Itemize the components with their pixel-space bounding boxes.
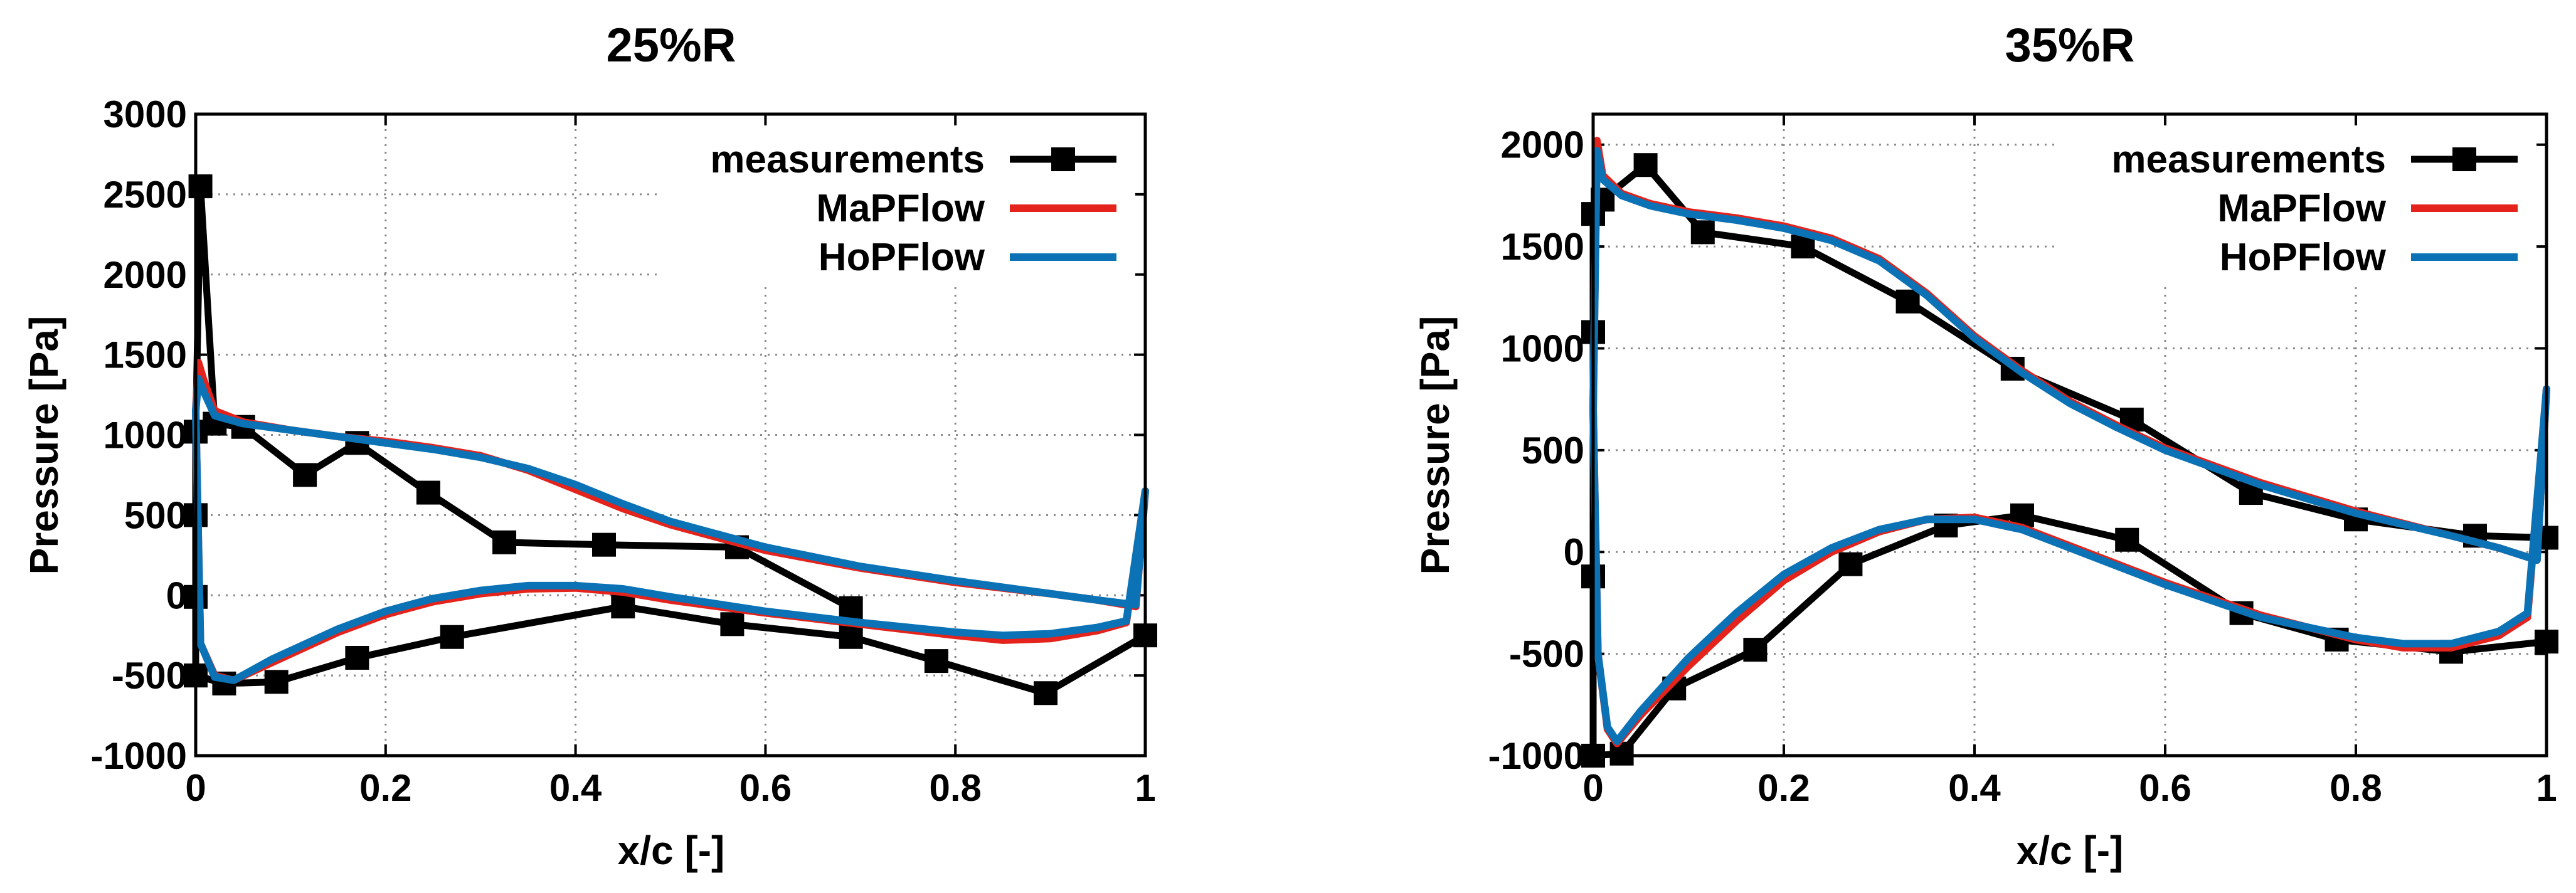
y-tick-label: 500 [124, 494, 187, 536]
y-tick-label: 2000 [1501, 124, 1584, 166]
y-tick-label: 1000 [103, 415, 187, 457]
series-layer [184, 174, 1157, 705]
legend: measurements MaPFlow HoPFlow [2060, 127, 2536, 283]
chart-title: 25%R [607, 19, 736, 72]
x-tick-label: 0.2 [359, 767, 411, 809]
chart-title: 35%R [2005, 19, 2135, 72]
legend-label-hopflow: HoPFlow [2220, 236, 2387, 279]
y-tick-label: 0 [166, 574, 187, 616]
plot-frame [194, 112, 1147, 758]
measurement-point [1895, 289, 1920, 314]
x-axis-label: x/c [-] [618, 828, 725, 873]
measurement-point [1609, 741, 1634, 766]
legend-label-mapflow: MaPFlow [816, 187, 985, 230]
series-hopflow [1589, 147, 2550, 746]
x-tick-label: 0.8 [929, 767, 981, 809]
plot-frame [1591, 112, 2548, 758]
measurement-point [1838, 552, 1863, 576]
y-tick-label: -500 [1509, 633, 1584, 675]
legend: measurements MaPFlow HoPFlow [659, 127, 1135, 283]
x-tick-label: 0.2 [1757, 767, 1810, 809]
chart-35R: 35%R Pressure [Pa] x/c [-] 0 0.2 0.4 0.6 0.8… [1413, 19, 2558, 873]
chart-25R: 25%R Pressure [Pa] x/c [-] 0 0.2 0.4 0.6 0.8… [21, 19, 1157, 873]
y-tick-label: 0 [1564, 531, 1584, 573]
legend-marker [1051, 147, 1075, 171]
x-axis-label: x/c [-] [2017, 828, 2124, 873]
measurement-point [924, 649, 948, 674]
measurement-point [1743, 638, 1768, 662]
y-tick-label: 1000 [1501, 327, 1584, 369]
measurement-point [611, 594, 635, 619]
measurement-point [345, 645, 369, 670]
legend-label-measurements: measurements [2111, 138, 2386, 181]
x-tick-label: 0.4 [1948, 767, 2001, 809]
y-axis-label: Pressure [Pa] [1413, 316, 1458, 575]
measurement-point [1034, 681, 1058, 705]
measurement-point [1690, 220, 1715, 245]
y-axis-label: Pressure [Pa] [21, 316, 66, 575]
x-tick-label: 0 [1582, 767, 1603, 809]
y-tick-label: 2000 [103, 254, 187, 296]
measurement-point [416, 480, 440, 505]
x-tick-label: 0 [185, 767, 206, 809]
series-hopflow [192, 375, 1149, 684]
series-line-hopflow [1589, 147, 2550, 564]
legend-marker [2452, 147, 2476, 171]
series-line-mapflow [1589, 385, 2550, 748]
x-tick-label: 0.4 [549, 767, 602, 809]
series-line-hopflow [192, 375, 1149, 609]
measurement-point [1633, 153, 1658, 177]
y-tick-label: -1000 [91, 735, 187, 777]
series-line-measurements [192, 603, 1149, 697]
y-tick-label: 500 [1522, 430, 1584, 472]
series-measurements [184, 174, 1157, 705]
measurement-point [2115, 527, 2139, 552]
measurement-point [839, 625, 863, 649]
ticks: 0 0.2 0.4 0.6 0.8 1 -1000 -500 0 500 1000 1500 2000 2… [91, 93, 1156, 809]
measurement-point [188, 174, 213, 199]
measurement-point [440, 625, 464, 649]
legend-label-measurements: measurements [710, 138, 985, 181]
x-tick-label: 0.6 [739, 767, 792, 809]
legend-label-mapflow: MaPFlow [2217, 187, 2386, 230]
series-line-mapflow [192, 359, 1149, 611]
legend-label-hopflow: HoPFlow [819, 236, 985, 279]
series-layer [1581, 137, 2558, 768]
x-tick-label: 0.8 [2330, 767, 2382, 809]
measurement-point [839, 596, 863, 620]
series-line-hopflow [1589, 385, 2550, 746]
measurement-point [264, 670, 289, 694]
x-tick-label: 0.6 [2139, 767, 2191, 809]
y-tick-label: 3000 [103, 93, 187, 135]
y-tick-label: -1000 [1488, 735, 1584, 777]
measurement-point [592, 532, 617, 557]
series-line-hopflow [192, 407, 1149, 684]
y-tick-label: 1500 [103, 334, 187, 376]
measurement-point [293, 463, 317, 487]
y-tick-label: 2500 [103, 174, 187, 216]
measurement-point [720, 612, 745, 637]
y-tick-label: -500 [112, 655, 187, 697]
x-tick-label: 1 [2536, 767, 2557, 809]
y-tick-label: 1500 [1501, 226, 1584, 268]
x-tick-label: 1 [1135, 767, 1155, 809]
measurement-point [492, 530, 517, 554]
